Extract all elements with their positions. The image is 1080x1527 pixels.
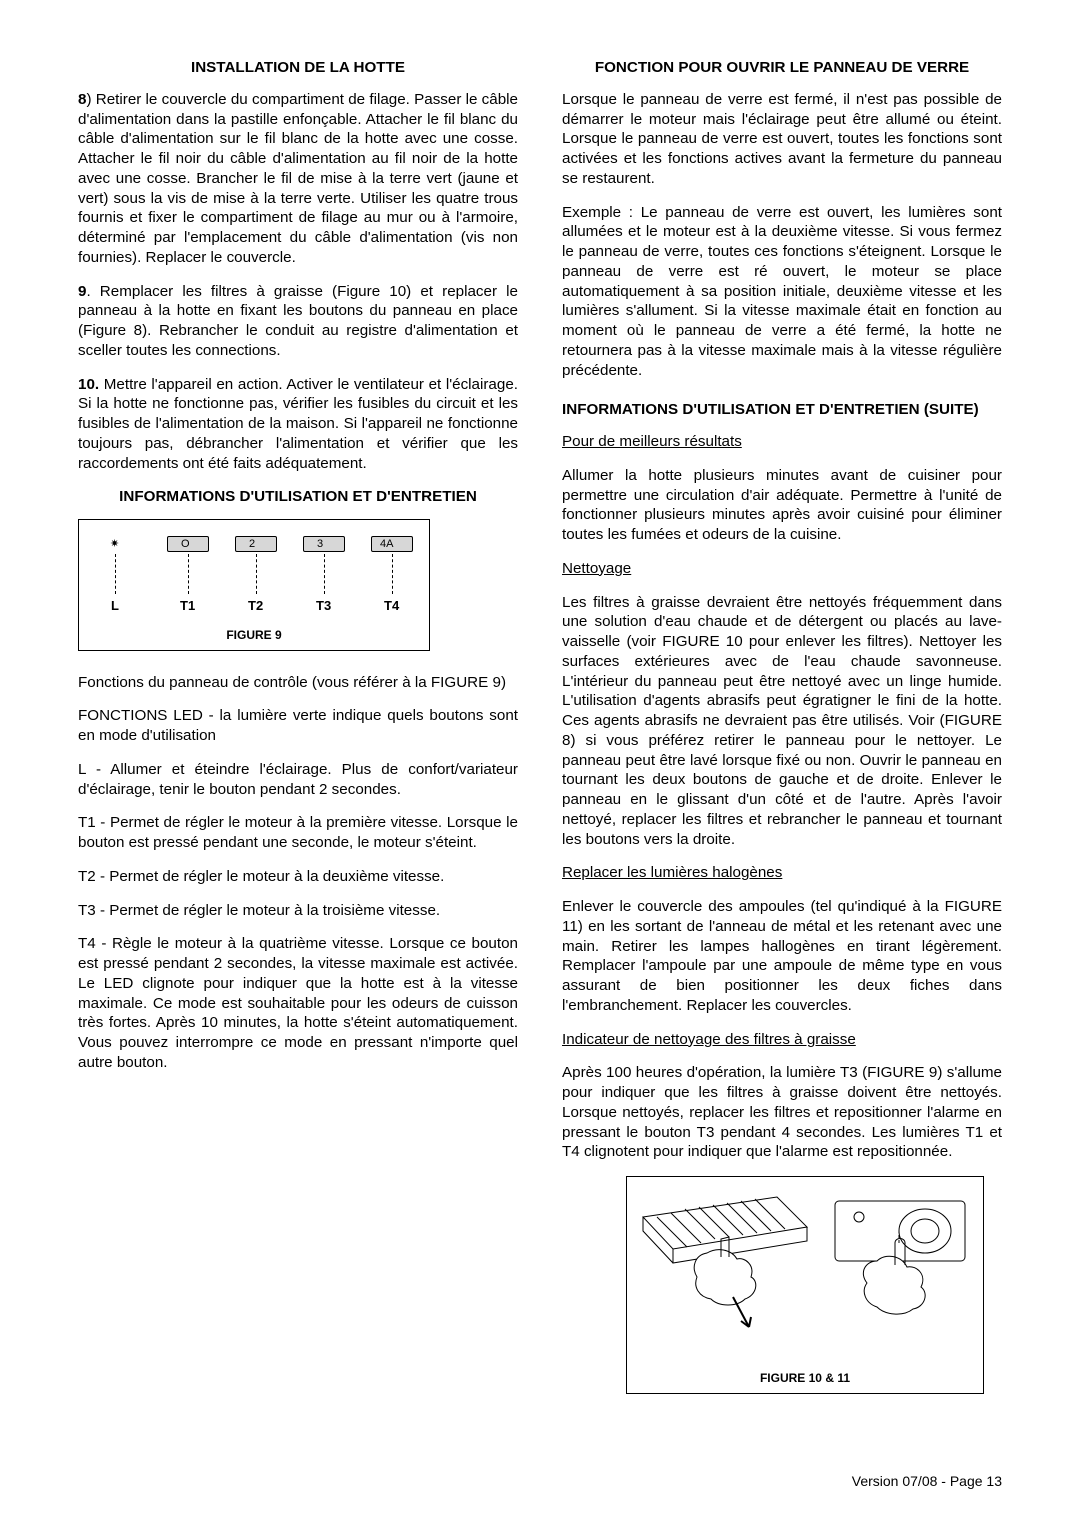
heading-usage-maint-suite: INFORMATIONS D'UTILISATION ET D'ENTRETIE… bbox=[562, 400, 1002, 420]
figure-9-box: ✷ O 2 3 4A L bbox=[78, 519, 430, 651]
panel-btn-label-4a: 4A bbox=[380, 537, 393, 551]
stem-t2 bbox=[256, 554, 257, 594]
label-L: L bbox=[111, 598, 119, 615]
page-footer: Version 07/08 - Page 13 bbox=[852, 1473, 1002, 1489]
para-T1: T1 - Permet de régler le moteur à la pre… bbox=[78, 813, 518, 853]
para-cleaning: Les filtres à graisse devraient être net… bbox=[562, 593, 1002, 850]
para-T3: T3 - Permet de régler le moteur à la tro… bbox=[78, 901, 518, 921]
panel-btn-label-3: 3 bbox=[317, 537, 323, 551]
figure-9-panel: ✷ O 2 3 4A L bbox=[89, 532, 419, 624]
para-functions-intro: Fonctions du panneau de contrôle (vous r… bbox=[78, 673, 518, 693]
para-step-10: 10. Mettre l'appareil en action. Activer… bbox=[78, 375, 518, 474]
label-T2: T2 bbox=[248, 598, 263, 615]
spacer bbox=[78, 655, 518, 673]
figure-10-11-art bbox=[637, 1187, 973, 1357]
subhead-filter-indicator: Indicateur de nettoyage des filtres à gr… bbox=[562, 1030, 1002, 1050]
heading-installation: INSTALLATION DE LA HOTTE bbox=[78, 58, 518, 78]
stem-l bbox=[115, 554, 116, 594]
para-halogen: Enlever le couvercle des ampoules (tel q… bbox=[562, 897, 1002, 1016]
para-step-9: 9. Remplacer les filtres à graisse (Figu… bbox=[78, 282, 518, 361]
para-filter-indicator: Après 100 heures d'opération, la lumière… bbox=[562, 1063, 1002, 1162]
label-T4: T4 bbox=[384, 598, 399, 615]
para-best-results: Allumer la hotte plusieurs minutes avant… bbox=[562, 466, 1002, 545]
para-glass-1: Lorsque le panneau de verre est fermé, i… bbox=[562, 90, 1002, 189]
stem-t3 bbox=[324, 554, 325, 594]
left-column: INSTALLATION DE LA HOTTE 8) Retirer le c… bbox=[78, 58, 518, 1394]
panel-icon-light: ✷ bbox=[110, 537, 119, 551]
label-T3: T3 bbox=[316, 598, 331, 615]
figure-10-11-svg bbox=[637, 1187, 973, 1357]
page: INSTALLATION DE LA HOTTE 8) Retirer le c… bbox=[0, 0, 1080, 1527]
panel-btn-label-O: O bbox=[181, 537, 190, 551]
para-led: FONCTIONS LED - la lumière verte indique… bbox=[78, 706, 518, 746]
para-L: L - Allumer et éteindre l'éclairage. Plu… bbox=[78, 760, 518, 800]
subhead-cleaning: Nettoyage bbox=[562, 559, 1002, 579]
figure-10-11-caption: FIGURE 10 & 11 bbox=[627, 1371, 983, 1387]
subhead-halogen: Replacer les lumières halogènes bbox=[562, 863, 1002, 883]
para-T4: T4 - Règle le moteur à la quatrième vite… bbox=[78, 934, 518, 1072]
heading-usage-maint: INFORMATIONS D'UTILISATION ET D'ENTRETIE… bbox=[78, 487, 518, 507]
figure-10-11-box: FIGURE 10 & 11 bbox=[626, 1176, 984, 1394]
figure-9-caption: FIGURE 9 bbox=[89, 628, 419, 644]
para-glass-example: Exemple : Le panneau de verre est ouvert… bbox=[562, 203, 1002, 381]
panel-button-t3 bbox=[303, 536, 345, 552]
para-T2: T2 - Permet de régler le moteur à la deu… bbox=[78, 867, 518, 887]
panel-button-t2 bbox=[235, 536, 277, 552]
right-column: FONCTION POUR OUVRIR LE PANNEAU DE VERRE… bbox=[562, 58, 1002, 1394]
stem-t4 bbox=[392, 554, 393, 594]
label-T1: T1 bbox=[180, 598, 195, 615]
subhead-best-results: Pour de meilleurs résultats bbox=[562, 432, 1002, 452]
heading-glass-panel: FONCTION POUR OUVRIR LE PANNEAU DE VERRE bbox=[562, 58, 1002, 78]
panel-btn-label-2: 2 bbox=[249, 537, 255, 551]
two-column-layout: INSTALLATION DE LA HOTTE 8) Retirer le c… bbox=[78, 58, 1002, 1394]
para-step-8: 8) Retirer le couvercle du compartiment … bbox=[78, 90, 518, 268]
stem-t1 bbox=[188, 554, 189, 594]
